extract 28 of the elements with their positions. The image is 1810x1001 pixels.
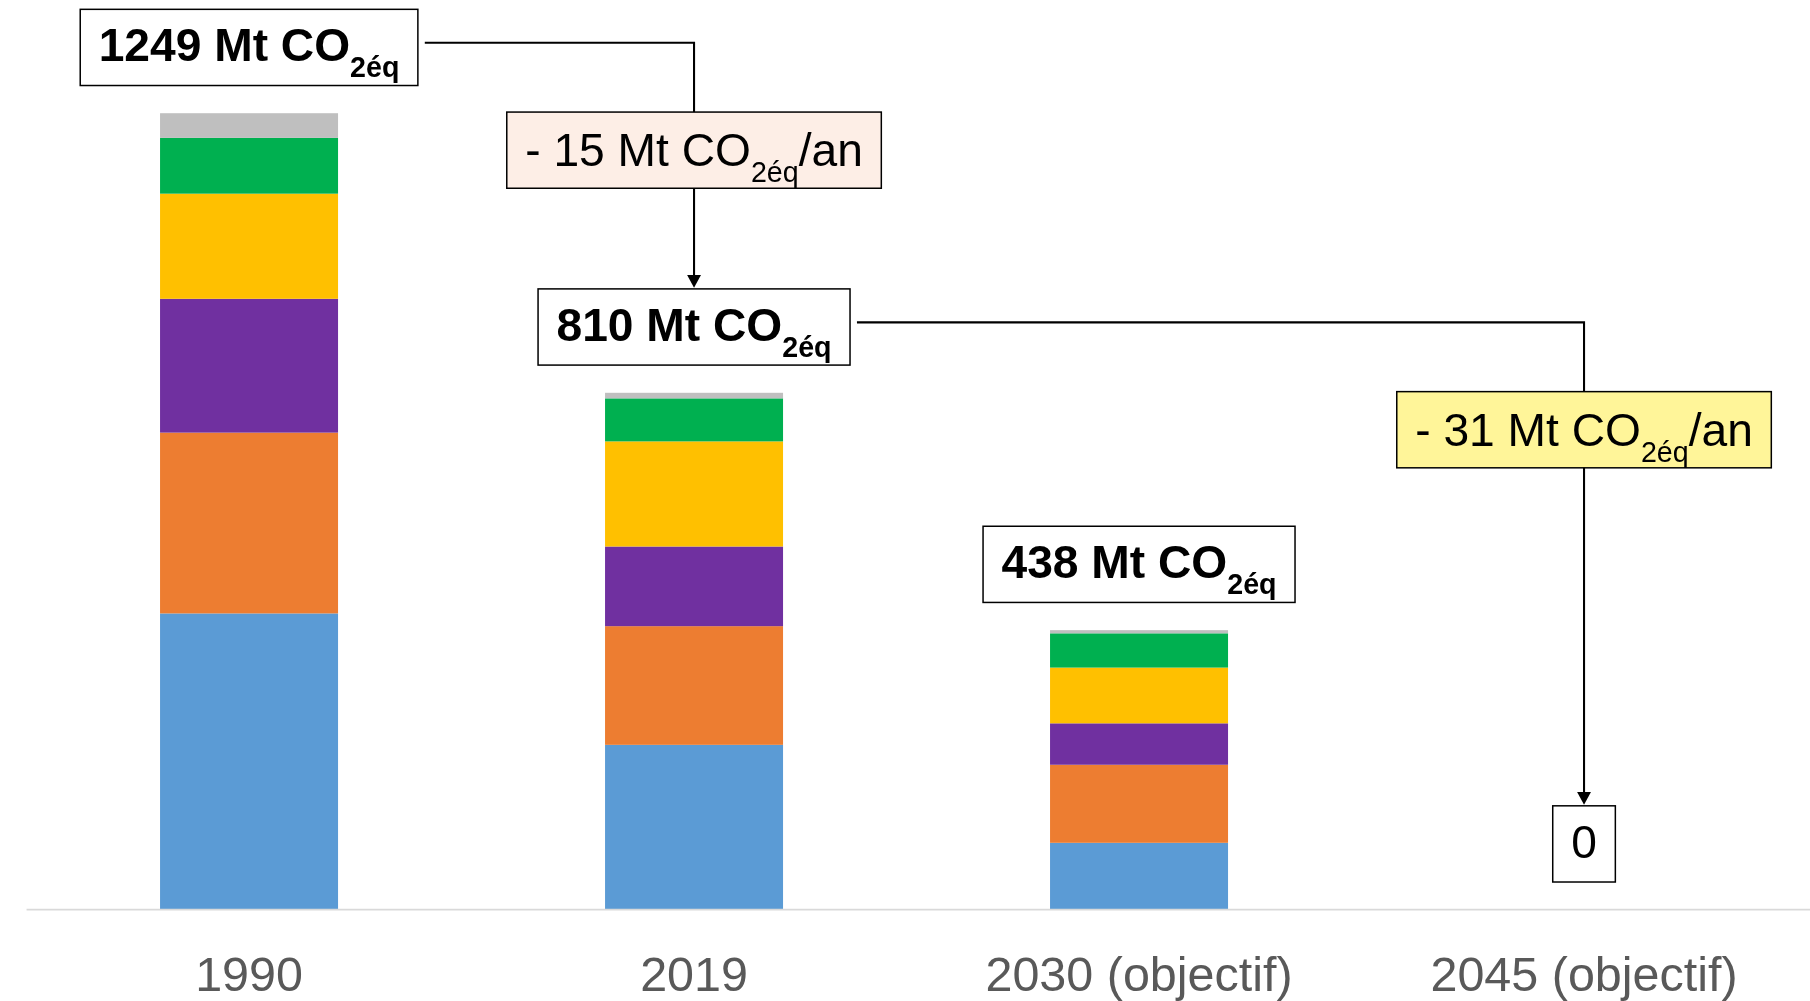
bar: [160, 137, 339, 194]
bar: [1050, 723, 1229, 765]
x-tick-label: 2045 (objectif): [1430, 946, 1738, 1001]
annotation: - 15 Mt CO$_{2éq}$/an: [525, 124, 863, 189]
bar: [605, 392, 784, 399]
bar: [1050, 764, 1229, 843]
total-label: 810 Mt CO$_{2éq}$: [556, 298, 832, 363]
bar: [1050, 630, 1229, 634]
bar: [605, 441, 784, 547]
bar: [605, 546, 784, 627]
bar: [1050, 842, 1229, 910]
x-tick-label: 2019: [640, 946, 748, 1001]
bar: [160, 298, 339, 433]
total-label: 0: [1571, 815, 1597, 868]
bar: [160, 613, 339, 910]
bar: [605, 626, 784, 745]
bar: [160, 113, 339, 138]
bar: [605, 744, 784, 910]
total-label: 438 Mt CO$_{2éq}$: [1001, 536, 1277, 601]
bar: [1050, 667, 1229, 724]
bar: [605, 398, 784, 442]
x-tick-label: 1990: [195, 946, 303, 1001]
bar: [1050, 633, 1229, 668]
annotation: - 31 Mt CO$_{2éq}$/an: [1415, 403, 1753, 468]
x-tick-label: 2030 (objectif): [985, 946, 1293, 1001]
bar: [160, 432, 339, 614]
total-label: 1249 Mt CO$_{2éq}$: [98, 19, 400, 84]
bar: [160, 193, 339, 299]
